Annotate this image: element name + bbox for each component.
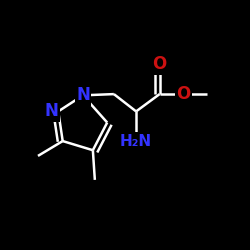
Text: H₂N: H₂N [120, 134, 152, 148]
Text: N: N [76, 86, 90, 104]
Text: N: N [44, 102, 58, 120]
Text: O: O [176, 85, 190, 103]
Text: O: O [152, 56, 167, 74]
